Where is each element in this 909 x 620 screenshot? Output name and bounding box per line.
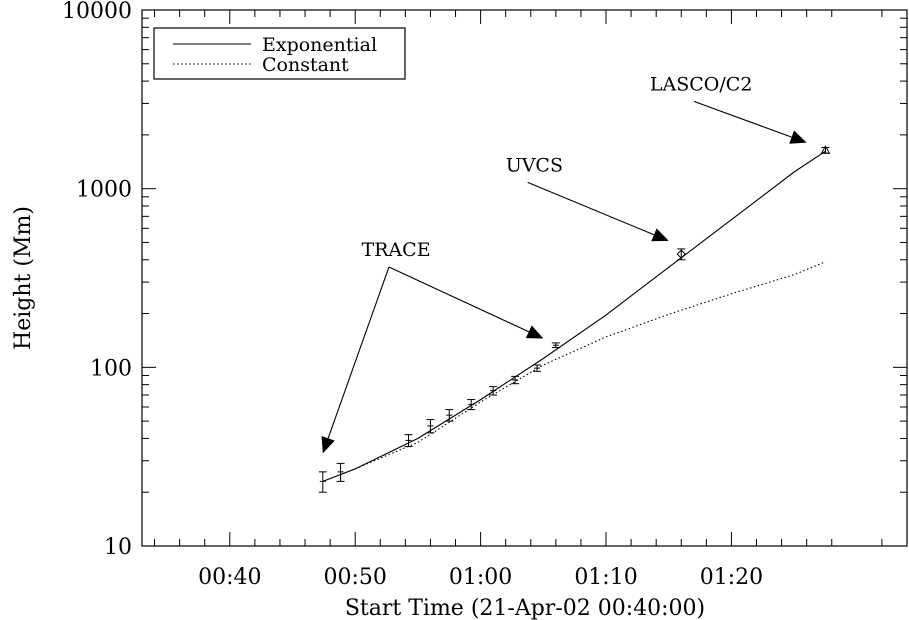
x-tick-label: 01:20 (700, 565, 763, 590)
x-tick-label: 01:10 (574, 565, 637, 590)
x-axis-title: Start Time (21-Apr-02 00:40:00) (345, 596, 705, 620)
annotation-arrow-head (525, 325, 544, 339)
data-markers (318, 145, 831, 493)
axis-ticks (142, 9, 908, 547)
annotation-label-trace: TRACE (361, 239, 430, 261)
y-tick-label: 100 (90, 356, 132, 381)
data-point-trace (511, 375, 520, 385)
data-point-trace (426, 419, 435, 434)
legend-box (153, 27, 406, 80)
series-line-constant (340, 261, 826, 476)
legend-label-exponential: Exponential (262, 34, 377, 56)
point-marker (820, 145, 831, 154)
data-point-trace (318, 471, 327, 493)
y-tick-label: 10000 (62, 0, 132, 24)
x-tick-labels: 00:40 00:50 01:00 01:10 01:20 (198, 565, 763, 590)
x-tick-label: 00:50 (323, 565, 386, 590)
annotation-arrow-head (321, 435, 335, 454)
y-tick-label: 10 (104, 535, 132, 560)
legend: Exponential Constant (153, 27, 406, 80)
point-marker (676, 249, 686, 259)
data-point-trace (336, 462, 345, 482)
data-point-trace (404, 434, 413, 448)
annotation-arrow-line (388, 266, 530, 333)
plot-frame (141, 9, 908, 547)
data-point-lasco-c2 (820, 145, 831, 154)
data-point-trace (551, 342, 560, 349)
y-tick-label: 1000 (76, 178, 132, 203)
annotation-arrow-line (327, 266, 390, 439)
y-tick-labels: 10 100 1000 10000 (62, 0, 132, 560)
annotation-arrow-line (527, 181, 655, 236)
annotation-arrow-head (789, 130, 807, 144)
data-point-uvcs (676, 248, 686, 261)
x-tick-label: 00:40 (198, 565, 261, 590)
annotation-label-lasco-c2: LASCO/C2 (650, 73, 753, 95)
annotation-arrow-head (651, 228, 669, 242)
x-tick-label: 01:00 (449, 565, 512, 590)
data-point-trace (467, 399, 476, 411)
annotation-arrow-line (693, 100, 792, 138)
data-point-trace (445, 409, 454, 422)
legend-label-constant: Constant (262, 54, 349, 76)
y-axis-title: Height (Mm) (11, 206, 36, 350)
annotation-label-uvcs: UVCS (506, 154, 563, 176)
data-point-trace (489, 386, 498, 396)
series-lines (322, 150, 826, 482)
series-line-exponential (322, 150, 826, 482)
data-point-trace (533, 364, 542, 372)
annotations: TRACE UVCS LASCO/C2 (321, 73, 807, 454)
